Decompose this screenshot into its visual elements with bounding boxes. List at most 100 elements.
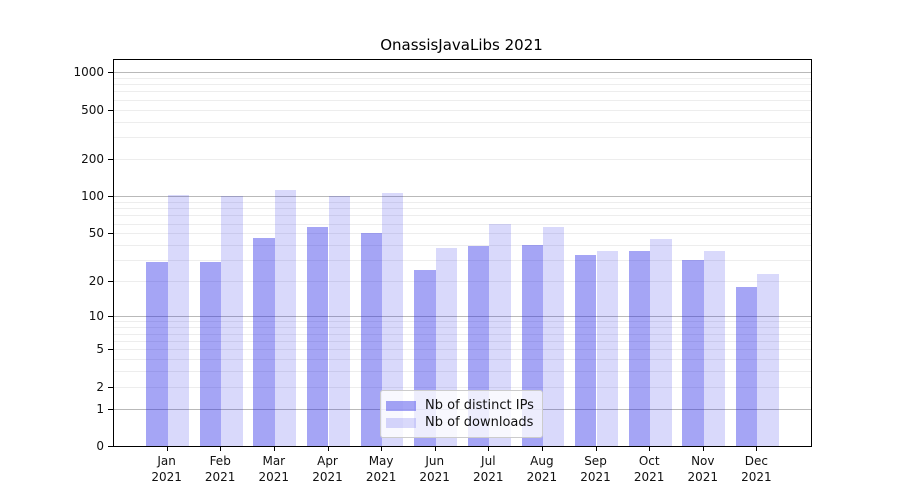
bar-nb-of-downloads-jan	[167, 194, 189, 446]
x-tick-mark	[541, 447, 543, 451]
gridline-minor	[114, 208, 811, 210]
y-tick-mark	[108, 233, 113, 235]
y-tick-label: 10	[88, 309, 104, 324]
y-tick-label: 1000	[73, 65, 104, 80]
gridline-minor	[114, 84, 811, 86]
x-tick-month: Mar	[262, 454, 286, 468]
bar-nb-of-downloads-dec	[757, 274, 779, 446]
y-tick-label: 0	[96, 439, 104, 453]
x-tick-label-jun: Jun 2021	[405, 453, 465, 485]
y-tick-label: 100	[81, 189, 104, 204]
gridline-major	[114, 316, 811, 318]
x-tick-year: 2021	[526, 470, 558, 484]
x-tick-label-sep: Sep 2021	[566, 453, 626, 485]
y-tick-mark	[108, 408, 113, 410]
x-tick-year: 2021	[633, 470, 665, 484]
x-tick-year: 2021	[687, 470, 719, 484]
bar-nb-of-distinct-ips-nov	[682, 260, 704, 446]
x-tick-label-jul: Jul 2021	[458, 453, 518, 485]
x-tick-mark	[488, 447, 490, 451]
legend-item: Nb of distinct IPs	[386, 398, 536, 413]
y-tick-mark	[108, 196, 113, 198]
x-tick-mark	[434, 447, 436, 451]
bar-nb-of-distinct-ips-mar	[253, 237, 275, 446]
x-tick-month: Jun	[425, 454, 445, 468]
x-tick-year: 2021	[473, 470, 504, 484]
x-tick-year: 2021	[419, 470, 450, 484]
gridline-minor	[114, 386, 811, 388]
bar-nb-of-distinct-ips-sep	[575, 255, 597, 446]
x-tick-year: 2021	[580, 470, 611, 484]
x-tick-year: 2021	[204, 470, 236, 484]
y-tick-label: 2	[96, 379, 104, 394]
bar-nb-of-downloads-mar	[274, 190, 297, 446]
gridline-minor	[114, 281, 811, 283]
gridline-minor	[114, 327, 811, 329]
x-tick-year: 2021	[365, 470, 397, 484]
bar-nb-of-downloads-may	[382, 192, 404, 446]
gridline-major	[114, 196, 811, 198]
x-tick-year: 2021	[151, 470, 182, 484]
x-tick-month: Apr	[317, 454, 338, 468]
legend-swatch-nb-of-downloads	[386, 417, 416, 428]
plot-area	[113, 59, 812, 447]
x-tick-month: Sep	[584, 454, 607, 468]
gridline-minor	[114, 333, 811, 335]
y-tick-label: 20	[88, 274, 104, 289]
gridline-minor	[114, 260, 811, 262]
bar-nb-of-downloads-apr	[328, 196, 350, 446]
x-tick-label-nov: Nov 2021	[673, 453, 733, 485]
gridline-minor	[114, 349, 811, 350]
x-tick-mark	[702, 447, 704, 451]
y-tick-label: 1	[96, 401, 104, 416]
bar-nb-of-distinct-ips-oct	[628, 250, 651, 446]
x-tick-month: Jan	[157, 454, 176, 468]
y-tick-mark	[108, 446, 113, 447]
gridline-minor	[114, 91, 811, 93]
x-tick-month: May	[368, 454, 394, 468]
x-tick-label-aug: Aug 2021	[512, 453, 572, 485]
bar-nb-of-downloads-nov	[703, 250, 726, 446]
bar-nb-of-downloads-sep	[596, 250, 618, 446]
gridline-minor	[114, 77, 811, 79]
legend-label: Nb of distinct IPs	[425, 398, 534, 413]
gridline-minor	[114, 358, 811, 360]
gridline-minor	[114, 201, 811, 203]
x-tick-year: 2021	[741, 470, 772, 484]
y-tick-label: 50	[88, 226, 104, 241]
x-tick-month: Aug	[530, 454, 554, 468]
x-tick-mark	[166, 447, 168, 451]
bar-nb-of-distinct-ips-jan	[146, 261, 168, 446]
x-tick-mark	[756, 447, 758, 451]
gridline-minor	[114, 245, 811, 246]
x-tick-month: Dec	[744, 454, 768, 468]
y-tick-mark	[108, 72, 113, 74]
x-tick-month: Feb	[209, 454, 231, 468]
y-tick-mark	[108, 349, 113, 350]
x-tick-mark	[381, 447, 383, 451]
x-tick-label-feb: Feb 2021	[190, 453, 250, 485]
y-tick-label: 200	[81, 152, 104, 166]
gridline-minor	[114, 109, 811, 111]
legend-label: Nb of downloads	[425, 415, 534, 430]
x-tick-mark	[220, 447, 222, 451]
x-tick-month: Nov	[691, 454, 715, 468]
legend-item: Nb of downloads	[386, 415, 536, 430]
gridline-minor	[114, 215, 811, 217]
x-tick-mark	[273, 447, 275, 451]
bar-nb-of-downloads-feb	[221, 196, 243, 446]
bar-nb-of-downloads-aug	[542, 227, 565, 446]
gridline-minor	[114, 159, 811, 160]
gridline-minor	[114, 321, 811, 323]
gridline-major	[114, 72, 811, 74]
gridline-minor	[114, 223, 811, 225]
x-tick-label-dec: Dec 2021	[726, 453, 786, 485]
x-tick-label-mar: Mar 2021	[244, 453, 304, 485]
x-tick-month: Oct	[638, 454, 660, 468]
y-tick-label: 500	[81, 102, 104, 117]
gridline-minor	[114, 340, 811, 342]
gridline-minor	[114, 99, 811, 101]
x-tick-label-oct: Oct 2021	[619, 453, 679, 485]
chart-title: OnassisJavaLibs 2021	[380, 36, 543, 54]
